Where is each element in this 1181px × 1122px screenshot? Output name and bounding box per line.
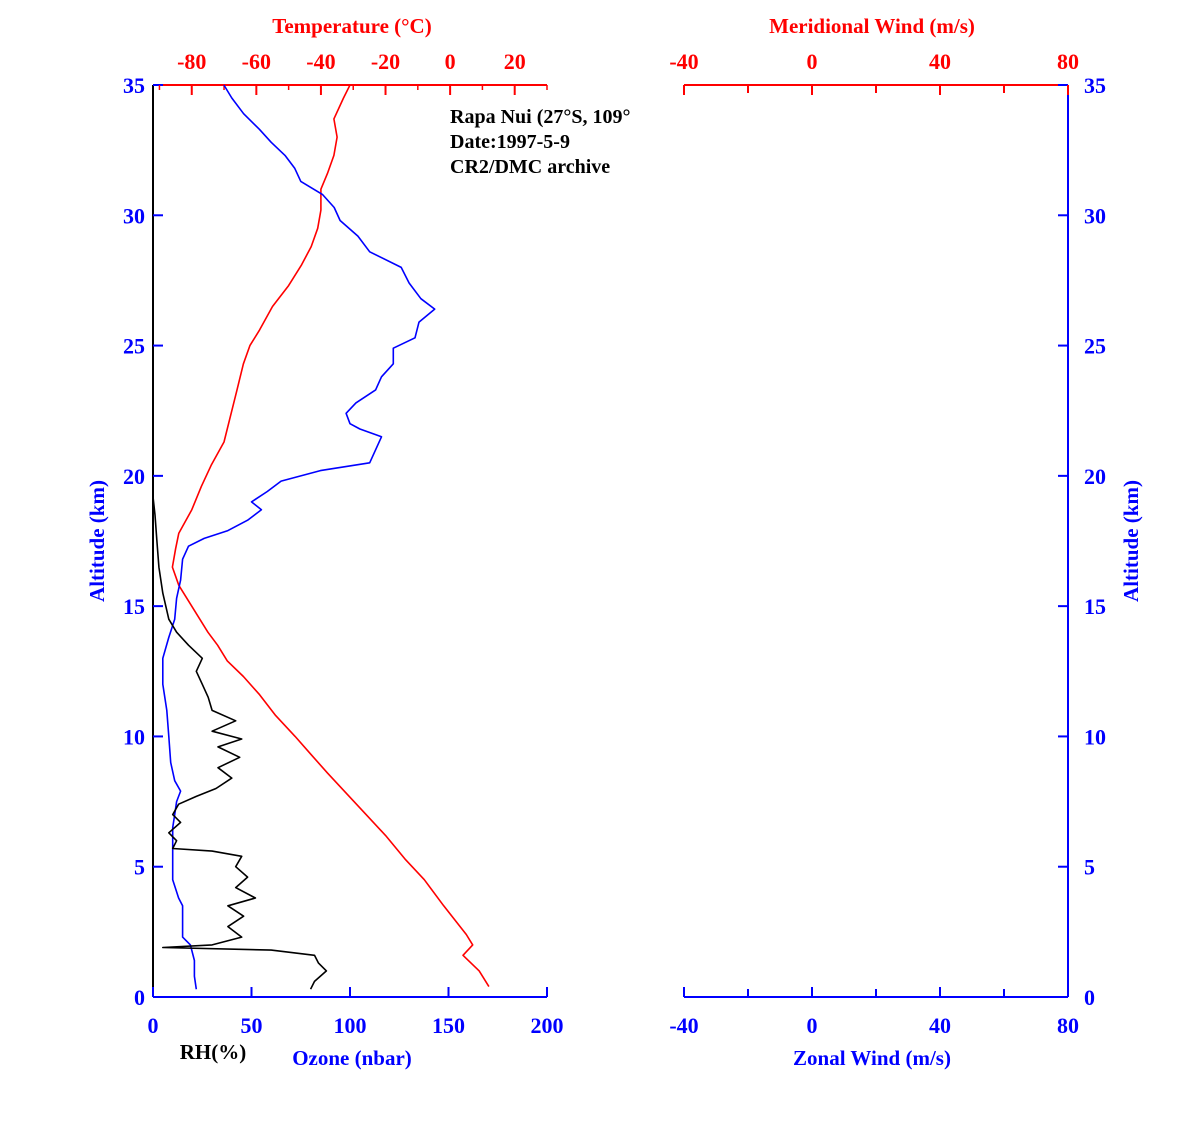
temperature-tick-label: -60 bbox=[242, 49, 271, 74]
left-y-tick-label: 0 bbox=[134, 985, 145, 1010]
right-y-tick-label: 0 bbox=[1084, 985, 1095, 1010]
right-y-tick-label: 5 bbox=[1084, 855, 1095, 880]
temperature-tick-label: 0 bbox=[445, 49, 456, 74]
left-y-ticks: 0 5 10 15 20 25 30 35 bbox=[123, 73, 163, 1010]
temperature-tick-label: -20 bbox=[371, 49, 400, 74]
zonal-wind-axis-title: Zonal Wind (m/s) bbox=[793, 1046, 951, 1070]
ozone-tick-label: 200 bbox=[531, 1013, 564, 1038]
zonal-wind-ticks: -40 0 40 80 bbox=[669, 987, 1079, 1038]
right-panel: 0 5 10 15 20 25 30 35 -40 0 40 80 -40 0 40 80 bbox=[669, 49, 1106, 1038]
archive-label: CR2/DMC archive bbox=[450, 156, 610, 178]
temperature-profile-line bbox=[171, 84, 490, 988]
right-y-tick-label: 25 bbox=[1084, 334, 1106, 359]
left-y-tick-label: 10 bbox=[123, 724, 145, 749]
right-y-tick-label: 15 bbox=[1084, 594, 1106, 619]
temperature-axis-title: Temperature (°C) bbox=[272, 14, 431, 38]
right-y-ticks: 0 5 10 15 20 25 30 35 bbox=[1058, 73, 1106, 1010]
meridional-wind-tick-label: 40 bbox=[929, 49, 951, 74]
temperature-tick-label: 20 bbox=[504, 49, 526, 74]
ozone-tick-label: 0 bbox=[148, 1013, 159, 1038]
ozone-ticks: 0 50 100 150 200 bbox=[148, 987, 564, 1038]
ozone-tick-label: 150 bbox=[432, 1013, 465, 1038]
right-y-tick-label: 35 bbox=[1084, 73, 1106, 98]
left-altitude-axis-title: Altitude (km) bbox=[85, 480, 109, 602]
left-y-tick-label: 35 bbox=[123, 73, 145, 98]
temperature-tick-label: -40 bbox=[306, 49, 335, 74]
left-y-tick-label: 20 bbox=[123, 464, 145, 489]
left-series-layer bbox=[152, 84, 490, 990]
temperature-ticks: -80 -60 -40 -20 0 20 bbox=[158, 49, 548, 95]
meridional-wind-axis-title: Meridional Wind (m/s) bbox=[769, 14, 975, 38]
rh-profile-line bbox=[152, 496, 328, 990]
ozone-tick-label: 50 bbox=[241, 1013, 263, 1038]
right-y-tick-label: 30 bbox=[1084, 203, 1106, 228]
left-panel: 0 5 10 15 20 25 30 35 -80 -60 -40 -20 0 20 0 50 100 150… bbox=[123, 49, 564, 1038]
zonal-wind-tick-label: 40 bbox=[929, 1013, 951, 1038]
zonal-wind-tick-label: -40 bbox=[669, 1013, 698, 1038]
rh-axis-title: RH(%) bbox=[180, 1040, 247, 1064]
left-y-tick-label: 30 bbox=[123, 203, 145, 228]
meridional-wind-tick-label: -40 bbox=[669, 49, 698, 74]
left-y-tick-label: 5 bbox=[134, 855, 145, 880]
ozone-tick-label: 100 bbox=[334, 1013, 367, 1038]
right-y-tick-label: 10 bbox=[1084, 724, 1106, 749]
meridional-wind-tick-label: 0 bbox=[807, 49, 818, 74]
left-y-tick-label: 25 bbox=[123, 334, 145, 359]
zonal-wind-tick-label: 0 bbox=[807, 1013, 818, 1038]
zonal-wind-tick-label: 80 bbox=[1057, 1013, 1079, 1038]
temperature-tick-label: -80 bbox=[177, 49, 206, 74]
date-label: Date:1997-5-9 bbox=[450, 131, 570, 153]
station-label: Rapa Nui (27°S, 109° bbox=[450, 106, 630, 128]
right-altitude-axis-title: Altitude (km) bbox=[1119, 480, 1143, 602]
meridional-wind-tick-label: 80 bbox=[1057, 49, 1079, 74]
right-y-tick-label: 20 bbox=[1084, 464, 1106, 489]
ozone-profile-line bbox=[162, 84, 436, 990]
ozone-axis-title: Ozone (nbar) bbox=[292, 1046, 412, 1070]
left-y-tick-label: 15 bbox=[123, 594, 145, 619]
meridional-wind-ticks: -40 0 40 80 bbox=[669, 49, 1079, 95]
